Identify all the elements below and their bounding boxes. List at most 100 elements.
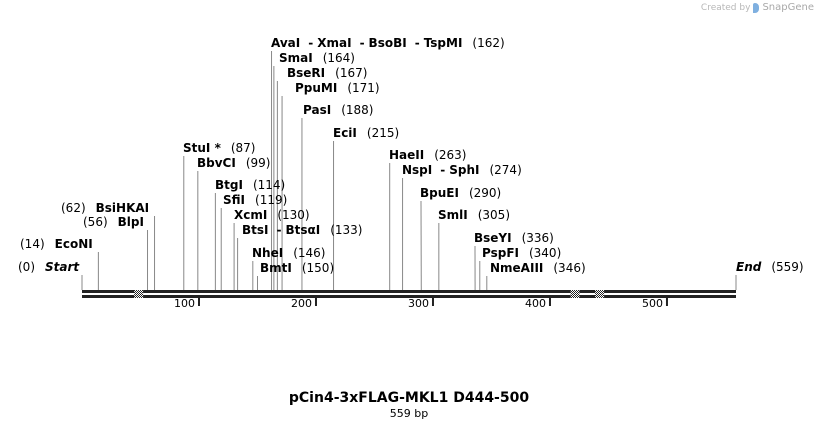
- site-position: (188): [341, 103, 374, 117]
- enzyme-name: XmaI: [317, 36, 352, 50]
- enzyme-name: BsiHKAI: [95, 201, 150, 215]
- enzyme-name: NmeAIII: [490, 261, 544, 275]
- site-position: (99): [245, 156, 271, 170]
- site-lines: [81, 51, 737, 291]
- enzyme-name: PpuMI: [295, 81, 338, 95]
- isoschizomer-separator: -: [359, 36, 365, 50]
- enzyme-name: BseRI: [287, 66, 326, 80]
- enzyme-site-haeii[interactable]: HaeII (263): [389, 148, 467, 162]
- ruler-ticks: [197, 298, 668, 306]
- enzyme-site-bpuei[interactable]: BpuEI (290): [420, 186, 501, 200]
- site-position: (133): [330, 223, 363, 237]
- enzyme-name: PspFI: [482, 246, 519, 260]
- site-position: (87): [230, 141, 256, 155]
- site-position: (150): [301, 261, 335, 275]
- site-position: (274): [489, 163, 522, 177]
- enzyme-site-bsihkai[interactable]: (62) BsiHKAI: [61, 201, 149, 215]
- dna-backbone[interactable]: [82, 290, 736, 298]
- ruler-tick-label: 400: [524, 297, 546, 310]
- enzyme-site-smai[interactable]: SmaI (164): [279, 51, 355, 65]
- enzyme-site-smli[interactable]: SmlI (305): [438, 208, 510, 222]
- site-position: (263): [434, 148, 467, 162]
- enzyme-site-nhei[interactable]: NheI (146): [252, 246, 325, 260]
- sequence-gap-marker: [134, 290, 144, 298]
- enzyme-name: PasI: [303, 103, 332, 117]
- site-position: (62): [61, 201, 86, 215]
- site-position: (164): [322, 51, 355, 65]
- site-position: (0): [18, 260, 35, 274]
- enzyme-name: StuI *: [183, 141, 221, 155]
- ruler-tick-label: 300: [407, 297, 429, 310]
- enzyme-site-econi[interactable]: (14) EcoNI: [20, 237, 93, 251]
- enzyme-site-stui[interactable]: StuI * (87): [183, 141, 255, 155]
- site-position: (215): [366, 126, 400, 140]
- site-position: (56): [83, 215, 108, 229]
- enzyme-name: BmtI: [260, 261, 292, 275]
- enzyme-name: BlpI: [117, 215, 144, 229]
- enzyme-site-blpi[interactable]: (56) BlpI: [83, 215, 144, 229]
- enzyme-name: BbvCI: [197, 156, 236, 170]
- site-position: (130): [277, 208, 310, 222]
- enzyme-name: SmaI: [279, 51, 313, 65]
- site-position: (336): [521, 231, 554, 245]
- enzyme-site-ecii[interactable]: EciI (215): [333, 126, 399, 140]
- ruler-tick: [665, 298, 668, 306]
- enzyme-name: SmlI: [438, 208, 468, 222]
- ruler-tick-label: 500: [641, 297, 663, 310]
- enzyme-name: NspI: [402, 163, 433, 177]
- enzyme-site-pasi[interactable]: PasI (188): [303, 103, 373, 117]
- snapgene-logo-icon: [753, 2, 760, 13]
- enzyme-name: BtsI: [242, 223, 269, 237]
- enzyme-site-bseri[interactable]: BseRI (167): [287, 66, 367, 80]
- isoschizomer-separator: -: [414, 36, 420, 50]
- enzyme-name: EciI: [333, 126, 357, 140]
- plasmid-title: pCin4-3xFLAG-MKL1 D444-500: [288, 390, 530, 406]
- credit-brand: SnapGene: [762, 2, 814, 13]
- ruler-tick-label: 200: [290, 297, 312, 310]
- enzyme-site-bbvci[interactable]: BbvCI (99): [197, 156, 270, 170]
- site-position: (119): [255, 193, 288, 207]
- site-position: (171): [347, 81, 380, 95]
- isoschizomer-separator: -: [308, 36, 314, 50]
- site-position: (346): [553, 261, 586, 275]
- enzyme-site-pspfi[interactable]: PspFI (340): [482, 246, 561, 260]
- site-position: (14): [20, 237, 45, 251]
- enzyme-site-sfii[interactable]: SfiI (119): [223, 193, 287, 207]
- enzyme-name: NheI: [252, 246, 284, 260]
- ruler-tick: [431, 298, 434, 306]
- ruler-tick-label: 100: [173, 297, 195, 310]
- map-end-end[interactable]: End (559): [736, 260, 804, 274]
- isoschizomer-separator: -: [276, 223, 282, 237]
- site-position: (167): [335, 66, 368, 80]
- enzyme-name: EcoNI: [54, 237, 93, 251]
- enzyme-name: SphI: [449, 163, 480, 177]
- enzyme-site-nmeaiii[interactable]: NmeAIII (346): [490, 261, 586, 275]
- site-position: (290): [468, 186, 502, 200]
- plasmid-length: 559 bp: [389, 407, 429, 420]
- enzyme-name: HaeII: [389, 148, 425, 162]
- ruler-tick: [197, 298, 200, 306]
- site-position: (146): [293, 246, 326, 260]
- enzyme-site-nspi[interactable]: NspI - SphI (274): [402, 163, 522, 177]
- enzyme-name: BsoBI: [368, 36, 407, 50]
- enzyme-name: BpuEI: [420, 186, 459, 200]
- isoschizomer-separator: -: [440, 163, 446, 177]
- enzyme-site-avai[interactable]: AvaI - XmaI - BsoBI - TspMI (162): [271, 36, 505, 50]
- enzyme-name: XcmI: [234, 208, 268, 222]
- map-end-start[interactable]: (0) Start: [18, 260, 79, 274]
- site-position: (114): [252, 178, 286, 192]
- sequence-gap-marker: [570, 290, 580, 298]
- enzyme-site-bseyi[interactable]: BseYI (336): [474, 231, 554, 245]
- enzyme-site-bmti[interactable]: BmtI (150): [260, 261, 334, 275]
- ruler-tick: [548, 298, 551, 306]
- enzyme-name: BtgI: [215, 178, 243, 192]
- snapgene-credit: Created by SnapGene: [701, 2, 814, 13]
- credit-prefix: Created by: [700, 2, 751, 13]
- enzyme-site-btgi[interactable]: BtgI (114): [215, 178, 285, 192]
- sequence-gap-marker: [595, 290, 605, 298]
- enzyme-site-btsi[interactable]: BtsI - BtsαI (133): [242, 223, 363, 237]
- end-label: End: [736, 260, 762, 274]
- enzyme-site-xcmi[interactable]: XcmI (130): [234, 208, 310, 222]
- enzyme-site-ppumi[interactable]: PpuMI (171): [295, 81, 380, 95]
